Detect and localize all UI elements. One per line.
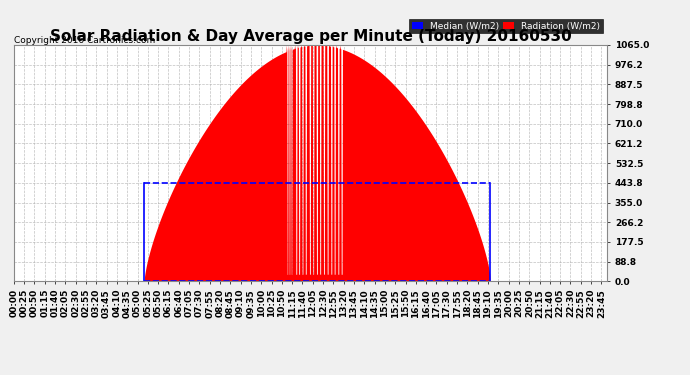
Title: Solar Radiation & Day Average per Minute (Today) 20160530: Solar Radiation & Day Average per Minute… [50,29,571,44]
Legend: Median (W/m2), Radiation (W/m2): Median (W/m2), Radiation (W/m2) [409,19,602,33]
Text: Copyright 2016 Cartronics.com: Copyright 2016 Cartronics.com [14,36,155,45]
